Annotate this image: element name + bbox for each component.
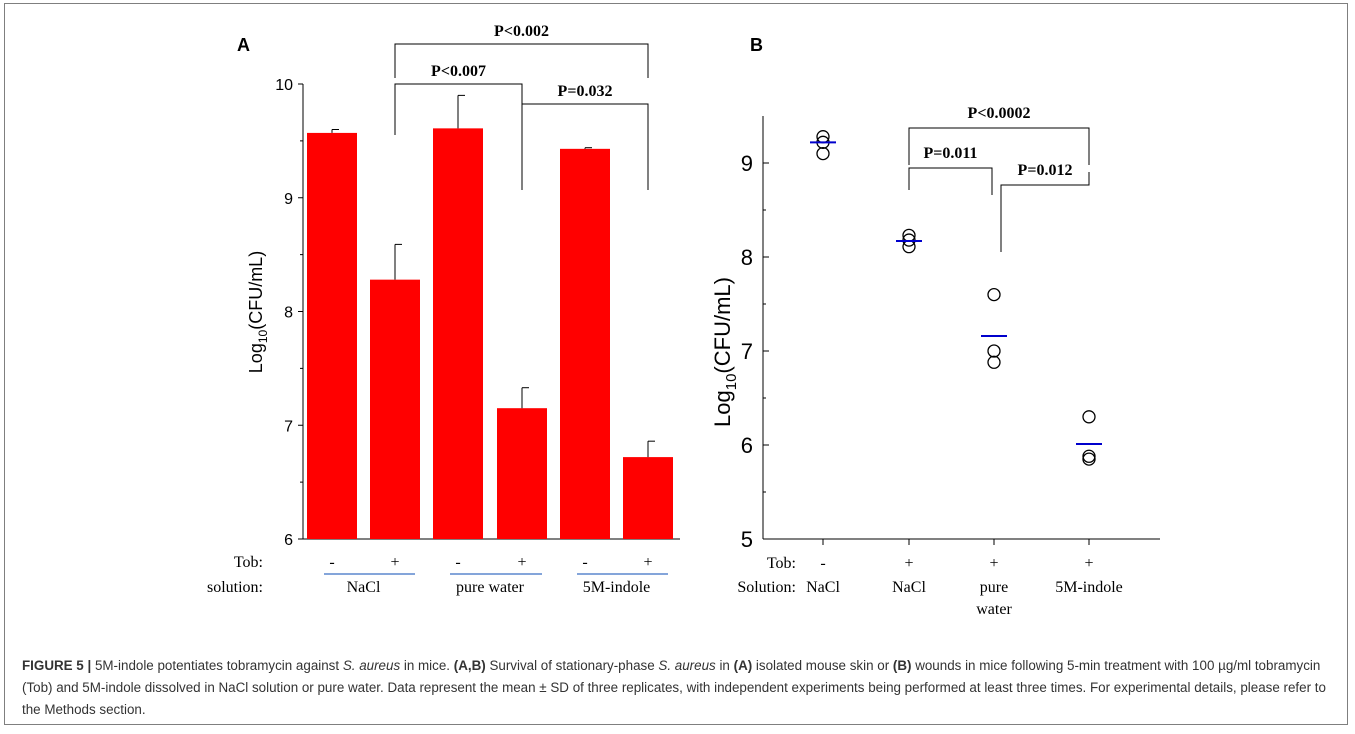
y-axis-label-main: Log [246,343,266,373]
solution-label: NaCl [892,579,926,596]
caption-text: in [715,658,734,673]
caption-text: wounds in mice following 5-min treatment… [22,658,1326,717]
significance-label: P=0.032 [558,83,613,100]
y-tick-label: 9 [284,191,293,208]
tob-label: + [1084,555,1093,572]
y-axis-label-sub: 10 [723,374,740,391]
row-label-solution: Solution: [737,579,796,596]
y-tick-label: 9 [741,151,753,176]
caption-text: S. aureus [658,658,716,673]
y-tick-label: 6 [741,433,753,458]
solution-label: water [976,601,1012,618]
significance-label: P=0.011 [923,145,977,162]
y-tick-label: 6 [284,532,293,549]
bar [623,457,673,539]
y-axis-label-main: Log [710,390,735,427]
caption-text: (B) [892,658,912,673]
solution-label: NaCl [806,579,840,596]
significance-label: P<0.0002 [968,105,1031,122]
y-tick-label: 7 [284,418,293,435]
figure-frame [4,3,1348,725]
caption-text: isolated mouse skin or [752,658,893,673]
significance-bracket [1000,172,1090,252]
tob-label: + [989,555,998,572]
data-point [987,355,1001,369]
tob-label: - [329,554,334,571]
tob-label: - [455,554,460,571]
panel-label-a: A [237,35,250,55]
row-label-solution: solution: [207,579,263,596]
tob-label: - [820,555,825,572]
figure-caption: FIGURE 5 | 5M-indole potentiates tobramy… [22,655,1342,721]
data-point [987,344,1001,358]
solution-label: 5M-indole [583,579,651,596]
bar [433,128,483,540]
data-point [1082,452,1096,466]
y-tick-label: 10 [275,77,293,94]
y-axis-label-rest: (CFU/mL) [710,277,735,374]
bar [370,279,420,539]
y-tick-label: 7 [741,339,753,364]
y-axis-label-sub: 10 [256,329,270,343]
caption-figure-label: FIGURE 5 | [22,658,92,673]
y-tick-label: 8 [741,245,753,270]
chart-panel-a: A678910Log10(CFU/mL)P<0.002P<0.007P=0.03… [207,23,680,596]
tob-label: + [517,554,526,571]
chart-panel-b: B 5 6 7 8 9 Log10(CFU/mL) P<0.0002 P=0.011 P=0.01… [710,35,1160,618]
y-axis-label: Log10(CFU/mL) [246,251,270,373]
tob-label: + [643,554,652,571]
data-point [987,287,1001,302]
bar [497,408,547,539]
caption-text: in mice. [400,658,454,673]
data-point [1082,410,1096,424]
y-axis-label: Log10(CFU/mL) [710,277,740,427]
caption-text: Survival of stationary-phase [485,658,659,673]
significance-bracket [394,43,649,78]
significance-bracket [908,167,993,195]
y-axis-label-rest: (CFU/mL) [246,251,266,330]
significance-bracket [908,127,1090,165]
bar [307,132,357,539]
y-tick-label: 5 [741,527,753,552]
caption-text: 5M-indole potentiates tobramycin against [91,658,343,673]
significance-label: P=0.012 [1018,162,1073,179]
solution-label: NaCl [347,579,381,596]
caption-text: (A,B) [453,658,486,673]
tob-label: + [390,554,399,571]
row-label-tob: Tob: [767,555,796,572]
row-label-tob: Tob: [234,554,263,571]
panel-label-b: B [750,35,763,55]
caption-text: S. aureus [342,658,401,673]
significance-label: P<0.007 [431,63,486,80]
solution-label: pure water [456,579,525,596]
y-tick-label: 8 [284,305,293,322]
bar [560,148,610,539]
tob-label: + [904,555,913,572]
data-point [816,146,830,161]
tob-label: - [582,554,587,571]
significance-bracket [521,103,649,190]
significance-label: P<0.002 [494,23,549,40]
solution-label: 5M-indole [1055,579,1123,596]
caption-text: (A) [733,658,753,673]
data-point [1082,449,1096,463]
solution-label: pure [980,579,1008,596]
significance-bracket [394,83,523,190]
